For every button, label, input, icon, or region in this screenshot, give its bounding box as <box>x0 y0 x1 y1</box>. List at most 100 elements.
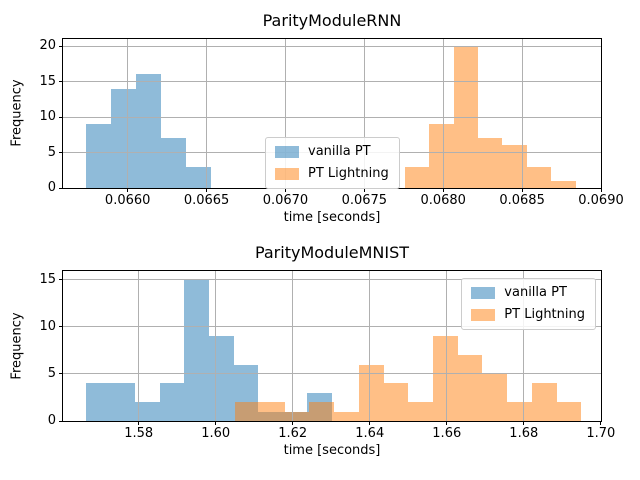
x-tick-mark <box>138 421 140 425</box>
histogram-bar-pt-lightning <box>383 383 409 421</box>
x-tick-mark <box>446 421 448 425</box>
gridline <box>138 271 140 421</box>
histogram-bar-vanilla-pt <box>110 383 136 421</box>
y-tick-label: 10 <box>39 318 56 334</box>
histogram-bar-vanilla-pt <box>208 336 234 421</box>
x-tick-label: 0.0670 <box>262 193 309 208</box>
legend-label: vanilla PT <box>308 144 371 159</box>
x-tick-mark <box>284 188 286 192</box>
gridline <box>127 39 129 188</box>
histogram-bar-vanilla-pt <box>135 74 161 188</box>
gridline <box>521 39 523 188</box>
histogram-bar-vanilla-pt <box>184 279 209 421</box>
gridline <box>206 39 208 188</box>
histogram-bar-pt-lightning <box>526 166 552 188</box>
histogram-bar-pt-lightning <box>334 411 359 421</box>
x-tick-mark <box>442 188 444 192</box>
y-axis-label: Frequency <box>9 79 25 147</box>
histogram-bar-vanilla-pt <box>85 124 111 188</box>
histogram-bar-pt-lightning <box>408 402 434 421</box>
gridline <box>63 373 601 375</box>
x-tick-label: 1.62 <box>278 426 308 441</box>
histogram-bar-pt-lightning <box>429 124 454 188</box>
plot-title: ParityModuleMNIST <box>254 243 410 262</box>
histogram-bar-vanilla-pt <box>85 383 111 421</box>
x-tick-label: 1.64 <box>355 426 385 441</box>
legend-label: vanilla PT <box>504 285 567 300</box>
x-tick-mark <box>206 188 208 192</box>
x-tick-label: 1.58 <box>124 426 154 441</box>
y-tick-label: 0 <box>47 413 56 428</box>
x-tick-mark <box>127 188 129 192</box>
x-tick-mark <box>600 188 602 192</box>
gridline <box>292 271 294 421</box>
legend-swatch-vanilla-pt <box>275 146 299 158</box>
histogram-bar-pt-lightning <box>531 383 557 421</box>
histogram-bar-pt-lightning <box>482 373 508 421</box>
x-tick-mark <box>363 188 365 192</box>
x-tick-label: 0.0680 <box>420 193 466 208</box>
gridline <box>63 326 601 328</box>
legend-label: PT Lightning <box>308 166 389 181</box>
x-axis-label: time [seconds] <box>283 443 381 458</box>
x-tick-label: 0.0685 <box>499 193 545 208</box>
gridline <box>369 271 371 421</box>
y-tick-label: 5 <box>47 144 56 160</box>
x-tick-label: 1.60 <box>201 426 231 441</box>
histogram-bar-pt-lightning <box>284 411 310 421</box>
y-tick-label: 5 <box>47 365 56 381</box>
gridline <box>363 39 365 188</box>
histogram-bar-pt-lightning <box>260 402 285 421</box>
histogram-bar-pt-lightning <box>556 402 582 421</box>
histogram-bar-pt-lightning <box>433 336 458 421</box>
y-tick-label: 15 <box>39 73 56 89</box>
axes-area: vanilla PT PT Lightning 1.58 1.60 1.62 1.64 1… <box>39 270 615 441</box>
y-tick-mark <box>59 373 63 375</box>
x-tick-mark <box>600 421 602 425</box>
legend: vanilla PT PT Lightning <box>265 137 400 189</box>
legend-item-vanilla-pt: vanilla PT <box>275 144 389 160</box>
x-tick-label: 1.70 <box>586 426 616 441</box>
gridline <box>446 271 448 421</box>
y-tick-mark <box>59 420 63 422</box>
axes-area: vanilla PT PT Lightning 0.0660 0.0665 0.067… <box>39 38 624 208</box>
y-tick-mark <box>59 81 63 83</box>
histogram-bar-pt-lightning <box>457 355 483 421</box>
y-tick-label: 15 <box>39 271 56 287</box>
histogram-bar-pt-lightning <box>235 402 261 421</box>
x-tick-mark <box>292 421 294 425</box>
gridline <box>63 45 601 47</box>
y-tick-label: 10 <box>39 109 56 125</box>
x-tick-mark <box>215 421 217 425</box>
y-tick-mark <box>59 279 63 281</box>
legend-swatch-vanilla-pt <box>471 287 496 299</box>
gridline <box>442 39 444 188</box>
y-tick-mark <box>59 152 63 154</box>
histogram-bar-pt-lightning <box>404 166 430 188</box>
x-tick-label: 1.66 <box>432 426 462 441</box>
y-tick-mark <box>59 45 63 47</box>
y-tick-label: 20 <box>39 38 56 54</box>
y-tick-mark <box>59 116 63 118</box>
legend-item-vanilla-pt: vanilla PT <box>471 285 585 301</box>
y-tick-mark <box>59 187 63 189</box>
gridline <box>63 81 601 83</box>
plot-title: ParityModuleRNN <box>262 11 402 30</box>
x-tick-label: 0.0665 <box>183 193 230 208</box>
histogram-bar-vanilla-pt <box>160 138 186 188</box>
histogram-bar-vanilla-pt <box>110 88 136 188</box>
legend-item-pt-lightning: PT Lightning <box>275 166 389 182</box>
histogram-bar-vanilla-pt <box>159 383 185 421</box>
y-tick-mark <box>59 326 63 328</box>
legend: vanilla PT PT Lightning <box>461 278 596 330</box>
x-tick-label: 0.0660 <box>104 193 151 208</box>
x-tick-mark <box>369 421 371 425</box>
histogram-bar-pt-lightning <box>309 402 335 421</box>
histogram-bar-pt-lightning <box>507 402 532 421</box>
gridline <box>63 116 601 118</box>
legend-swatch-pt-lightning <box>275 168 299 180</box>
legend-label: PT Lightning <box>504 307 585 322</box>
gridline <box>523 271 525 421</box>
histogram-bar-pt-lightning <box>551 180 576 188</box>
